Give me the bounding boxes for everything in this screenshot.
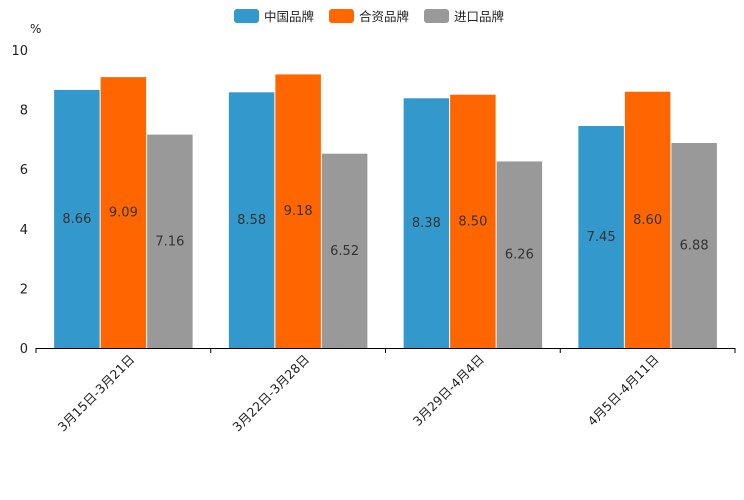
bar-value-label: 8.50 [458,214,487,229]
bar-value-label: 6.26 [505,248,534,263]
bars [54,74,717,349]
y-tick-label: 0 [20,342,28,357]
bar-value-label: 8.38 [412,216,441,231]
bar[interactable] [147,134,193,348]
bar-value-label: 8.58 [237,213,266,228]
bar[interactable] [228,92,275,348]
y-tick-label: 8 [20,104,28,119]
bar[interactable] [578,125,624,349]
bar[interactable] [671,142,717,348]
bar[interactable] [54,89,100,348]
bar-value-label: 6.88 [680,238,709,253]
x-axis: 3月15日-3月21日 3月22日-3月28日 3月29日-4月4日 4月5日-4月1… [35,348,736,435]
x-tick-label: 4月5日-4月11日 [584,352,661,429]
bar-value-labels: 8.66 8.58 8.38 7.45 9.09 9.18 8.50 8.60 7.16 6.52… [62,204,708,263]
bar[interactable] [450,94,496,348]
bar-value-label: 6.52 [330,244,359,259]
legend-item[interactable]: 合资品牌 [329,9,409,24]
bar-value-label: 9.09 [109,206,138,221]
legend: 中国品牌 合资品牌 进口品牌 [234,9,504,24]
bar[interactable] [275,74,321,348]
bar-value-label: 8.66 [62,212,91,227]
legend-item[interactable]: 进口品牌 [424,9,504,24]
legend-swatch [234,9,259,23]
bar[interactable] [403,98,450,348]
legend-item[interactable]: 中国品牌 [234,9,314,24]
x-tick-label: 3月29日-4月4日 [410,352,487,429]
bar[interactable] [496,161,543,348]
y-tick-label: 10 [11,44,28,59]
legend-label: 进口品牌 [454,9,504,24]
x-tick-label: 3月15日-3月21日 [55,352,138,435]
y-tick-label: 6 [20,163,28,178]
y-axis-unit-label: % [30,22,41,36]
legend-swatch [424,9,449,23]
bar-value-label: 9.18 [284,204,313,219]
bar-value-label: 7.45 [587,230,616,245]
x-tick-label: 3月22日-3月28日 [229,352,312,435]
y-tick-label: 4 [20,223,28,238]
bar-value-label: 8.60 [633,213,662,228]
legend-label: 合资品牌 [359,9,409,24]
bar-value-label: 7.16 [155,234,184,249]
y-axis: 0 2 4 6 8 10 [11,44,28,357]
y-tick-label: 2 [20,282,28,297]
bar[interactable] [321,153,368,348]
bar[interactable] [100,77,147,349]
legend-swatch [329,9,354,23]
bar[interactable] [624,91,671,348]
legend-label: 中国品牌 [264,9,314,24]
